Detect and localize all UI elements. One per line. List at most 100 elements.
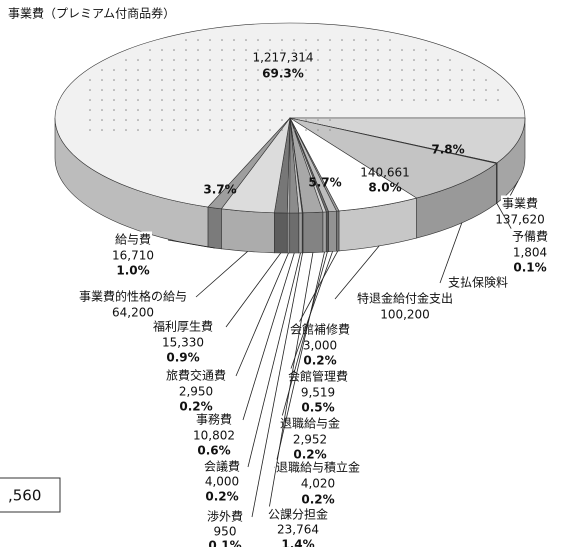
percent-label: 3.7% — [203, 183, 236, 197]
texture-dot — [365, 69, 367, 71]
texture-dot — [89, 99, 91, 101]
texture-dot — [89, 109, 91, 111]
texture-dot — [281, 69, 283, 71]
texture-dot — [377, 69, 379, 71]
texture-dot — [125, 69, 127, 71]
texture-dot — [221, 59, 223, 61]
texture-dot — [329, 49, 331, 51]
slice-side — [322, 211, 327, 253]
texture-dot — [269, 119, 271, 121]
value-label: 2,950 — [179, 385, 213, 399]
texture-dot — [305, 129, 307, 131]
value-label: 100,200 — [380, 308, 430, 322]
texture-dot — [473, 79, 475, 81]
texture-dot — [137, 99, 139, 101]
value-label: 16,710 — [112, 249, 154, 263]
texture-dot — [89, 89, 91, 91]
texture-dot — [257, 89, 259, 91]
texture-dot — [353, 99, 355, 101]
texture-dot — [209, 99, 211, 101]
texture-dot — [317, 79, 319, 81]
slice-name: 事業費 — [502, 196, 538, 211]
texture-dot — [137, 109, 139, 111]
label-bg — [113, 231, 153, 247]
texture-dot — [365, 79, 367, 81]
texture-dot — [173, 59, 175, 61]
texture-dot — [461, 89, 463, 91]
texture-dot — [161, 119, 163, 121]
texture-dot — [185, 129, 187, 131]
texture-dot — [257, 59, 259, 61]
texture-dot — [113, 129, 115, 131]
texture-dot — [209, 129, 211, 131]
texture-dot — [185, 89, 187, 91]
label-bg — [274, 459, 362, 475]
texture-dot — [233, 89, 235, 91]
leader-line — [509, 180, 519, 197]
texture-dot — [353, 69, 355, 71]
texture-dot — [317, 89, 319, 91]
texture-dot — [449, 79, 451, 81]
percent-label: 0.9% — [166, 351, 199, 365]
texture-dot — [293, 49, 295, 51]
slice-name: 事務費 — [196, 412, 232, 427]
percent-label: 0.1% — [513, 261, 546, 275]
texture-dot — [269, 99, 271, 101]
texture-dot — [149, 79, 151, 81]
percent-label: 1.4% — [281, 538, 314, 547]
texture-dot — [317, 119, 319, 121]
leader-line — [267, 252, 314, 516]
texture-dot — [305, 89, 307, 91]
texture-dot — [449, 69, 451, 71]
slice-name: 福利厚生費 — [153, 319, 213, 334]
texture-dot — [341, 89, 343, 91]
texture-dot — [101, 79, 103, 81]
texture-dot — [317, 129, 319, 131]
texture-dot — [161, 99, 163, 101]
leader-line — [279, 251, 328, 425]
slice — [289, 117, 526, 164]
label-bg — [446, 275, 510, 290]
texture-dot — [245, 79, 247, 81]
texture-dot — [353, 89, 355, 91]
texture-dot — [149, 99, 151, 101]
texture-dot — [437, 89, 439, 91]
leader-line — [496, 202, 513, 231]
texture-dot — [221, 69, 223, 71]
texture-dot — [221, 49, 223, 51]
texture-dot — [101, 99, 103, 101]
texture-dot — [257, 39, 259, 41]
value-label: 9,519 — [301, 386, 335, 400]
texture-dot — [281, 79, 283, 81]
texture-dot — [233, 49, 235, 51]
percent-label: 0.2% — [301, 493, 334, 507]
label-bg — [288, 321, 352, 337]
texture-dot — [473, 99, 475, 101]
value-label: 23,764 — [277, 523, 319, 537]
texture-dot — [101, 119, 103, 121]
texture-dot — [305, 79, 307, 81]
value-label: 4,000 — [205, 475, 239, 489]
texture-dot — [113, 119, 115, 121]
leader-line — [235, 252, 289, 377]
leader-line — [167, 239, 215, 249]
texture-dot — [257, 49, 259, 51]
texture-dot — [245, 129, 247, 131]
texture-dot — [197, 79, 199, 81]
texture-dot — [281, 109, 283, 111]
texture-dot — [401, 79, 403, 81]
texture-dot — [161, 89, 163, 91]
texture-dot — [209, 109, 211, 111]
texture-dot — [233, 59, 235, 61]
texture-dot — [185, 79, 187, 81]
slice-side — [298, 212, 303, 254]
texture-dot — [293, 39, 295, 41]
texture-dot — [257, 99, 259, 101]
leader-line — [274, 251, 325, 469]
slice-name: 会議費 — [204, 459, 240, 474]
texture-dot — [257, 109, 259, 111]
texture-dot — [233, 39, 235, 41]
leader-line — [195, 251, 248, 298]
texture-dot — [197, 99, 199, 101]
